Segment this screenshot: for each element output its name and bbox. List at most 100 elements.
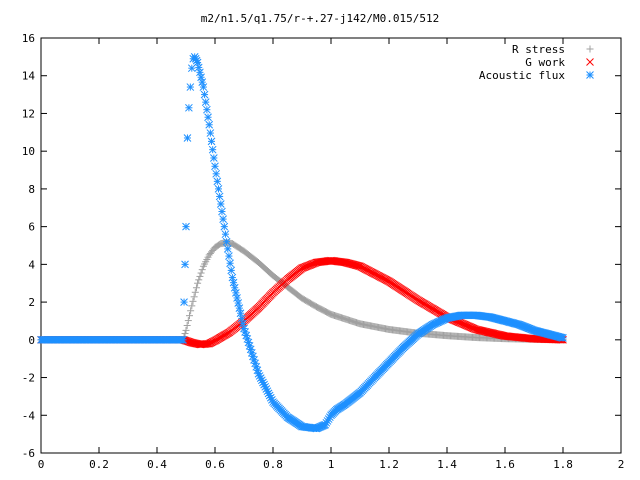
y-tick-label: 0 [28,334,35,347]
data-point [218,207,226,216]
data-point [238,319,247,328]
x-tick-label: 0.6 [205,458,225,471]
data-point [195,276,203,284]
data-point [237,314,246,323]
data-point [232,288,240,297]
y-tick-label: 4 [28,258,35,271]
data-point [219,215,227,223]
legend-label: G work [525,56,565,69]
data-point [181,330,189,338]
data-point [183,321,191,329]
data-point [198,266,206,274]
axis-tick-labels: 0 0.2 0.4 0.6 0.8 1 1.2 1.4 1.6 1.8 2 -6 -4 -2 0 2 4 6 8 10… [22,32,625,471]
data-point [197,269,205,277]
data-point [228,273,237,282]
legend-marker [586,45,594,53]
data-point [559,334,567,342]
data-point [200,90,209,99]
data-point [188,302,196,310]
data-point [205,120,214,129]
y-tick-label: 12 [22,107,35,120]
series-g-work [37,256,567,349]
plot-frame [40,37,622,454]
y-tick-label: 6 [28,221,35,234]
data-point [236,309,245,318]
data-point [233,294,241,302]
data-point [220,222,229,231]
data-point [183,134,192,142]
y-tick-label: 10 [22,145,35,158]
data-point [185,312,193,320]
data-point [182,222,190,231]
data-point [229,278,238,287]
x-tick-label: 0.4 [147,458,167,471]
legend-label: R stress [512,43,565,56]
axis-ticks [40,37,622,454]
data-point [206,129,215,137]
x-tick-label: 1.4 [437,458,457,471]
data-point [190,293,198,301]
data-point [180,298,188,306]
data-point [187,307,195,315]
data-point [223,245,232,253]
series-acoustic-flux [37,53,567,433]
y-tick-label: 14 [22,70,36,83]
data-point [211,162,219,171]
data-point [191,288,199,296]
data-point [204,113,212,122]
data-point [215,192,224,201]
legend-marker [586,58,594,66]
data-point [196,272,204,280]
data-point [227,266,236,275]
x-tick-label: 1 [328,458,335,471]
y-tick-label: -2 [22,372,35,385]
data-point [230,283,239,292]
data-point [186,83,195,91]
data-point [192,284,200,292]
data-point [201,98,210,106]
y-tick-label: 8 [28,183,35,196]
x-tick-label: 1.6 [495,458,515,471]
data-point [185,103,193,112]
data-point [181,260,189,269]
data-point [234,299,243,307]
legend-marker [586,71,594,79]
y-tick-label: -6 [22,447,35,460]
data-series [37,53,567,433]
data-point [193,58,202,67]
x-tick-label: 1.2 [379,458,399,471]
data-point [182,326,190,334]
data-point [184,317,192,325]
data-point [222,237,231,246]
y-tick-label: 2 [28,296,35,309]
data-point [194,279,202,287]
y-tick-label: 16 [22,32,35,45]
data-point [216,200,225,208]
data-point [179,335,187,344]
data-point [221,230,230,239]
data-point [197,73,205,82]
data-point [198,78,207,86]
data-point [189,297,197,305]
data-point [199,83,208,91]
x-tick-label: 2 [618,458,625,471]
chart-title: m2/n1.5/q1.75/r-+.27-j142/M0.015/512 [201,12,439,25]
data-point [212,169,221,178]
data-point [214,185,223,193]
y-tick-label: -4 [22,409,36,422]
data-point [226,259,234,268]
data-point [235,304,244,312]
data-point [225,252,233,260]
data-point [196,68,204,77]
data-point [209,154,218,162]
x-tick-label: 1.8 [553,458,573,471]
data-point [213,177,222,186]
x-tick-label: 0.2 [89,458,109,471]
data-point [208,145,217,154]
x-tick-label: 0 [38,458,45,471]
legend-label: Acoustic flux [479,69,565,82]
x-tick-label: 0.8 [263,458,283,471]
data-point [194,63,203,72]
